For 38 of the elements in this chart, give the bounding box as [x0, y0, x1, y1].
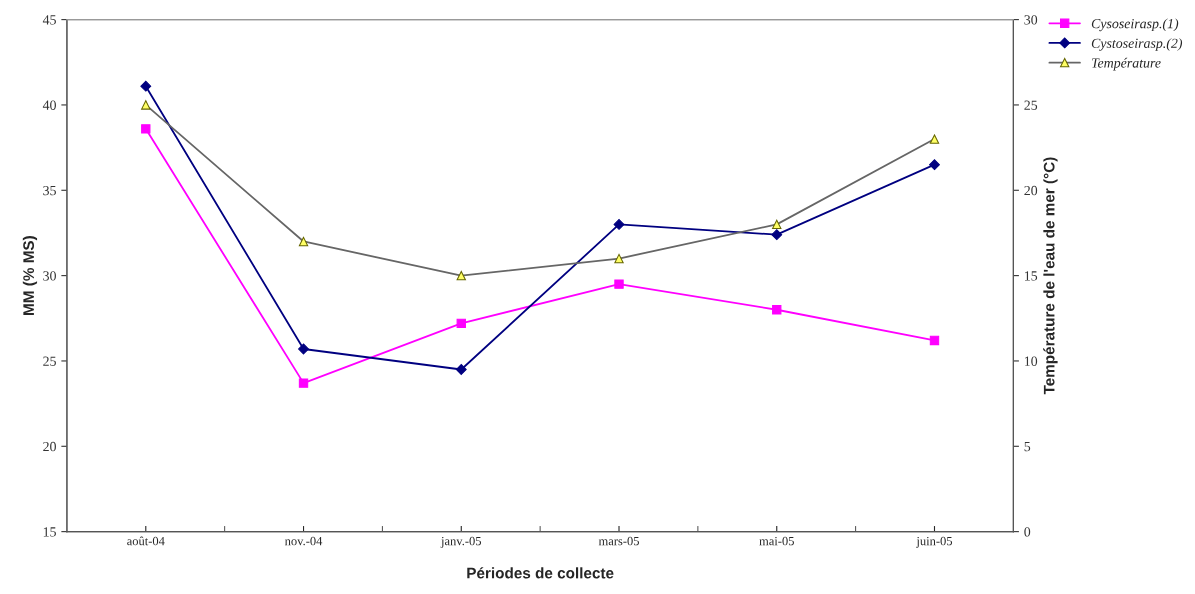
point — [298, 378, 309, 388]
y2-tick-label: 5 — [1024, 442, 1031, 452]
x-tick-label: août-04 — [127, 536, 165, 546]
point — [772, 305, 782, 315]
y-tick-label: 40 — [42, 100, 56, 110]
x-tick-label: nov.-04 — [284, 536, 323, 546]
point — [929, 335, 940, 346]
point — [141, 124, 151, 134]
x-tick-label: mars-05 — [598, 536, 639, 546]
y-tick-label: 15 — [43, 527, 56, 537]
y2-axis-title: Température de l'eau de mer (°C) — [1043, 157, 1058, 395]
point — [613, 218, 625, 230]
y-axis-title: MM (% MS) — [22, 236, 38, 315]
y-tick-label: 30 — [43, 271, 56, 281]
y-tick-label: 20 — [43, 441, 56, 452]
x-tick-label: mai-05 — [759, 536, 794, 546]
point — [771, 229, 783, 241]
x-tick-label: juin-05 — [916, 536, 953, 548]
y-tick-label: 45 — [42, 15, 56, 25]
x-axis-title: Périodes de collecte — [467, 567, 614, 579]
point — [614, 279, 624, 289]
y2-tick-label: 10 — [1025, 356, 1038, 366]
y-tick-label: 25 — [43, 356, 56, 366]
y2-tick-label: 20 — [1024, 185, 1038, 196]
y2-tick-label: 15 — [1025, 271, 1038, 281]
point — [456, 318, 466, 329]
point — [929, 159, 940, 171]
x-tick-label: janv.-05 — [440, 536, 482, 548]
y2-tick-label: 25 — [1024, 100, 1038, 110]
y2-tick-label: 0 — [1024, 527, 1031, 537]
legend-label: Température — [1091, 57, 1161, 71]
point — [140, 80, 152, 92]
legend-label: Cysoseirasp.(1) — [1091, 18, 1179, 32]
y-tick-label: 35 — [43, 185, 56, 196]
point — [455, 364, 467, 375]
point — [298, 343, 309, 355]
legend-label: Cystoseirasp.(2) — [1091, 38, 1183, 51]
y2-tick-label: 30 — [1024, 15, 1038, 25]
